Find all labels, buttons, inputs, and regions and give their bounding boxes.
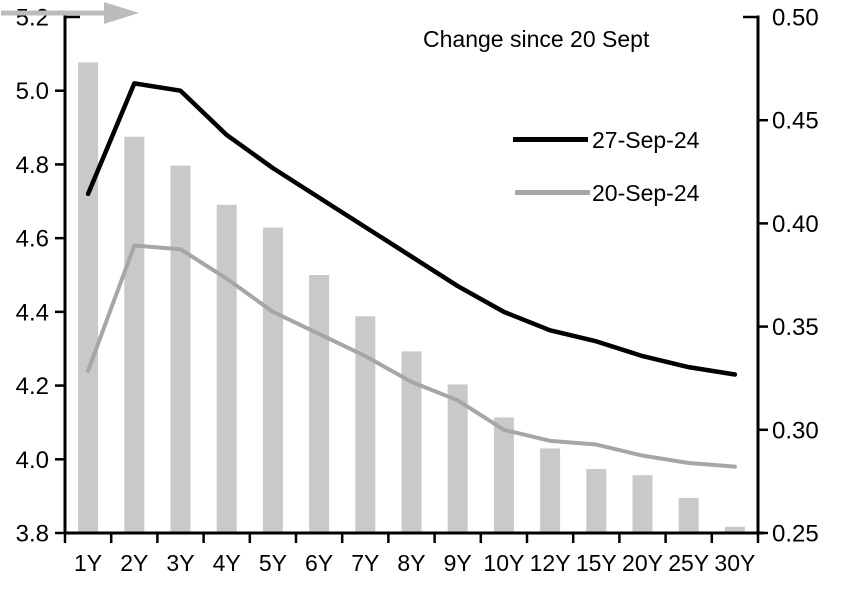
bar-change-10Y: [493, 417, 514, 533]
x-axis-category-label: 12Y: [530, 550, 571, 576]
x-axis-category-label: 7Y: [351, 550, 379, 576]
x-axis-category-label: 8Y: [397, 550, 425, 576]
series-line-27-Sep-24: [85, 81, 738, 377]
right-axis-tick-label: 0.30: [772, 417, 819, 444]
bar-change-12Y: [540, 448, 561, 533]
x-axis-category-label: 6Y: [305, 550, 333, 576]
bar-change-1Y: [78, 62, 99, 534]
bar-change-15Y: [586, 469, 607, 533]
left-axis-tick-label: 4.0: [16, 447, 49, 474]
bar-change-4Y: [216, 204, 237, 533]
bar-change-20Y: [632, 475, 653, 533]
bar-change-6Y: [309, 275, 330, 533]
right-axis-tick-label: 0.35: [772, 314, 819, 341]
x-axis-category-label: 30Y: [714, 550, 755, 576]
bar-change-30Y: [724, 526, 745, 533]
bar-change-5Y: [262, 227, 283, 533]
x-axis-category-label: 5Y: [259, 550, 287, 576]
left-axis-tick-label: 3.8: [16, 521, 49, 548]
bar-change-25Y: [678, 497, 699, 533]
x-axis-category-label: 2Y: [120, 550, 148, 576]
right-axis-tick-label: 0.40: [772, 211, 819, 238]
bar-change-8Y: [401, 351, 422, 533]
series-line-20-Sep-24: [86, 243, 737, 469]
right-axis-tick-label: 0.50: [772, 5, 819, 32]
left-axis-tick-label: 4.2: [16, 373, 49, 400]
left-axis-tick-label: 5.0: [16, 78, 49, 105]
bar-change-3Y: [170, 165, 191, 533]
x-axis-category-label: 1Y: [74, 550, 102, 576]
x-axis-category-label: 9Y: [444, 550, 472, 576]
bar-change-9Y: [447, 384, 468, 533]
bar-change-7Y: [355, 316, 376, 533]
x-axis-category-label: 4Y: [213, 550, 241, 576]
x-axis-category-label: 10Y: [483, 550, 524, 576]
right-axis-tick-label: 0.45: [772, 108, 819, 135]
bar-change-2Y: [124, 136, 145, 533]
left-axis-tick-label: 4.8: [16, 152, 49, 179]
left-axis-tick-label: 4.6: [16, 226, 49, 253]
right-axis-tick-label: 0.25: [772, 521, 819, 548]
x-axis-category-label: 20Y: [622, 550, 663, 576]
left-axis-tick-label: 5.2: [16, 5, 49, 32]
x-axis-category-label: 15Y: [576, 550, 617, 576]
x-axis-category-label: 25Y: [668, 550, 709, 576]
x-axis-category-label: 3Y: [166, 550, 194, 576]
left-axis-tick-label: 4.4: [16, 299, 49, 326]
